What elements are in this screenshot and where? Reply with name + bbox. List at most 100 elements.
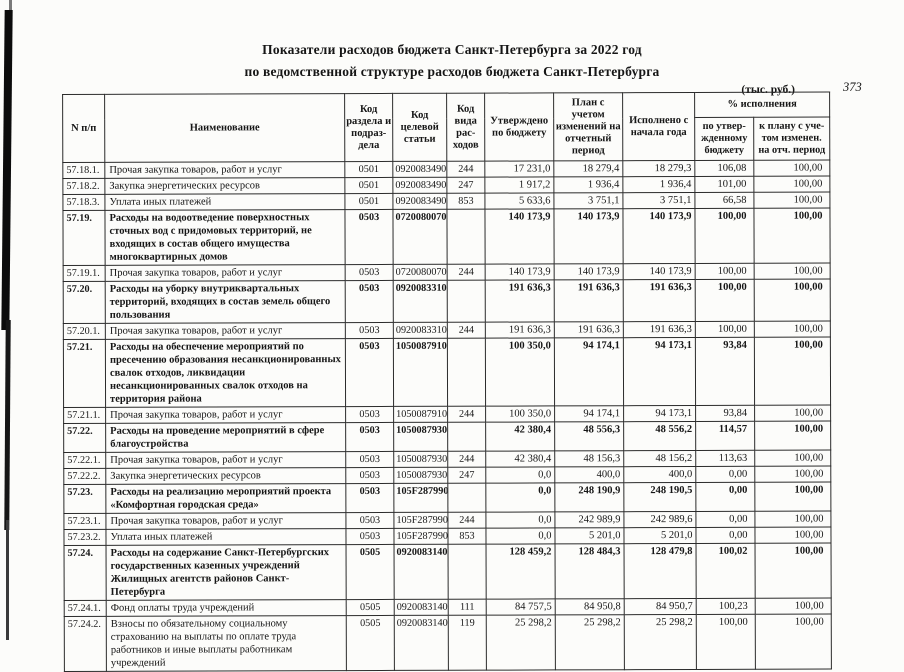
row-kod-razdela: 0503 <box>345 422 394 452</box>
row-pct-budget: 0,00 <box>695 466 755 483</box>
row-utverzhdeno: 128 459,2 <box>486 543 556 600</box>
row-plan: 84 950,8 <box>555 598 625 615</box>
row-kod-razdela: 0503 <box>345 528 395 545</box>
row-plan: 400,0 <box>554 466 624 483</box>
row-pct-budget: 101,00 <box>694 176 754 193</box>
row-utverzhdeno: 42 380,4 <box>485 421 555 452</box>
header-kod-razdela: Код раздела и подраз- дела <box>344 93 393 162</box>
row-ispolneno: 48 156,2 <box>623 450 696 467</box>
row-kod-vida <box>447 338 486 407</box>
table-row: 57.22. Расходы на проведение мероприятий … <box>63 421 831 453</box>
row-utverzhdeno: 42 380,4 <box>485 450 555 468</box>
row-ispolneno: 242 989,6 <box>623 511 696 528</box>
row-name: Расходы на проведение мероприятий в сфер… <box>105 422 346 453</box>
row-pct-budget: 100,00 <box>695 263 755 280</box>
row-ispolneno: 94 173,1 <box>623 405 696 422</box>
row-kod-stati: 105F287990 <box>393 512 448 529</box>
row-utverzhdeno: 17 231,0 <box>484 160 554 178</box>
row-plan: 140 173,9 <box>554 263 624 280</box>
row-ispolneno: 84 950,7 <box>624 598 697 615</box>
row-utverzhdeno: 140 173,9 <box>485 263 555 281</box>
table-row: 57.24. Расходы на содержание Санкт-Петерб… <box>64 543 832 601</box>
row-ispolneno: 400,0 <box>623 466 696 483</box>
row-utverzhdeno: 5 633,6 <box>484 192 554 210</box>
row-kod-vida <box>448 544 487 600</box>
row-utverzhdeno: 25 298,2 <box>486 614 556 671</box>
units-note: (тыс. руб.) <box>741 84 795 96</box>
row-plan: 94 174,1 <box>554 405 624 422</box>
row-num: 57.20. <box>63 281 106 324</box>
row-kod-stati: 0720080070 <box>393 264 448 281</box>
row-name: Расходы на обеспечение мероприятий по пр… <box>105 338 346 408</box>
row-pct-plan: 100,00 <box>753 176 830 193</box>
row-plan: 191 636,3 <box>554 279 624 322</box>
header-pct-budget: по утвер- жденному бюджету <box>694 117 754 161</box>
row-kod-stati: 1050087930 <box>393 451 448 468</box>
header-row-main: N п/п Наименование Код раздела и подраз-… <box>62 92 830 163</box>
row-ispolneno: 140 173,9 <box>622 208 696 264</box>
row-utverzhdeno: 1 917,2 <box>484 176 554 194</box>
row-num: 57.18.1. <box>62 162 105 179</box>
row-kod-vida: 119 <box>448 615 487 671</box>
row-pct-plan: 100,00 <box>755 543 832 599</box>
row-ispolneno: 191 636,3 <box>623 279 696 322</box>
row-plan: 48 556,3 <box>554 421 624 451</box>
table-row: 57.24.2. Взносы по обязательному социальн… <box>64 614 832 672</box>
row-plan: 191 636,3 <box>554 321 624 338</box>
row-num: 57.24. <box>64 545 107 601</box>
row-plan: 1 936,4 <box>553 176 623 193</box>
row-kod-razdela: 0503 <box>345 338 394 407</box>
header-plan: План с учетом изменений на отчетный пери… <box>553 92 623 161</box>
row-num: 57.22. <box>63 423 106 453</box>
row-pct-plan: 100,00 <box>754 263 831 280</box>
row-pct-plan: 100,00 <box>755 614 832 670</box>
row-kod-razdela: 0501 <box>344 161 393 178</box>
row-kod-razdela: 0503 <box>344 209 394 265</box>
row-kod-stati: 0920083140 <box>394 544 449 600</box>
table-row: 57.23. Расходы на реализацию мероприятий … <box>63 482 831 514</box>
row-pct-plan: 100,00 <box>754 405 831 422</box>
table-row: 57.21. Расходы на обеспечение мероприятий… <box>63 337 831 408</box>
row-kod-vida <box>447 483 486 513</box>
row-name: Прочая закупка товаров, работ и услуг <box>105 264 346 282</box>
row-kod-stati: 0920083310 <box>393 280 448 323</box>
row-pct-plan: 100,00 <box>754 279 831 322</box>
row-kod-vida: 244 <box>447 406 486 423</box>
row-num: 57.22.1. <box>63 452 106 469</box>
row-name: Расходы на реализацию мероприятий проект… <box>105 483 346 514</box>
budget-table-container: N п/п Наименование Код раздела и подраз-… <box>62 92 832 672</box>
row-pct-budget: 0,00 <box>695 527 756 544</box>
document-title-line1: Показатели расходов бюджета Санкт-Петерб… <box>262 42 642 57</box>
row-kod-stati: 1050087930 <box>393 422 448 452</box>
row-utverzhdeno: 140 173,9 <box>484 208 555 265</box>
row-plan: 3 751,1 <box>553 192 623 209</box>
page-number: 373 <box>843 80 862 94</box>
row-pct-budget: 66,58 <box>694 192 754 209</box>
row-num: 57.24.2. <box>64 616 107 672</box>
row-kod-stati: 0920083490 <box>392 161 447 178</box>
row-num: 57.24.1. <box>64 600 107 617</box>
row-kod-razdela: 0505 <box>346 615 395 671</box>
row-kod-stati: 1050087930 <box>393 467 448 484</box>
row-pct-budget: 100,00 <box>696 614 756 670</box>
row-num: 57.18.2. <box>62 178 105 195</box>
row-kod-stati: 0920083490 <box>392 177 447 194</box>
row-kod-vida: 244 <box>447 322 486 339</box>
row-pct-budget: 93,84 <box>695 405 755 422</box>
row-num: 57.19.1. <box>63 265 106 282</box>
row-num: 57.21.1. <box>63 407 106 424</box>
row-num: 57.19. <box>62 210 106 266</box>
row-name: Взносы по обязательному социальному стра… <box>106 615 347 672</box>
row-kod-razdela: 0503 <box>345 280 394 323</box>
row-kod-vida: 853 <box>447 528 487 545</box>
budget-table: N п/п Наименование Код раздела и подраз-… <box>62 92 832 672</box>
row-pct-plan: 100,00 <box>754 482 831 512</box>
row-utverzhdeno: 0,0 <box>485 466 555 484</box>
row-num: 57.20.1. <box>63 323 106 340</box>
row-plan: 94 174,1 <box>554 337 624 406</box>
header-kod-vida: Код вида рас- ходов <box>446 93 485 162</box>
row-pct-plan: 100,00 <box>754 321 831 338</box>
row-name: Уплата иных платежей <box>104 193 345 211</box>
row-name: Уплата иных платежей <box>105 528 347 546</box>
row-pct-plan: 100,00 <box>754 511 831 528</box>
